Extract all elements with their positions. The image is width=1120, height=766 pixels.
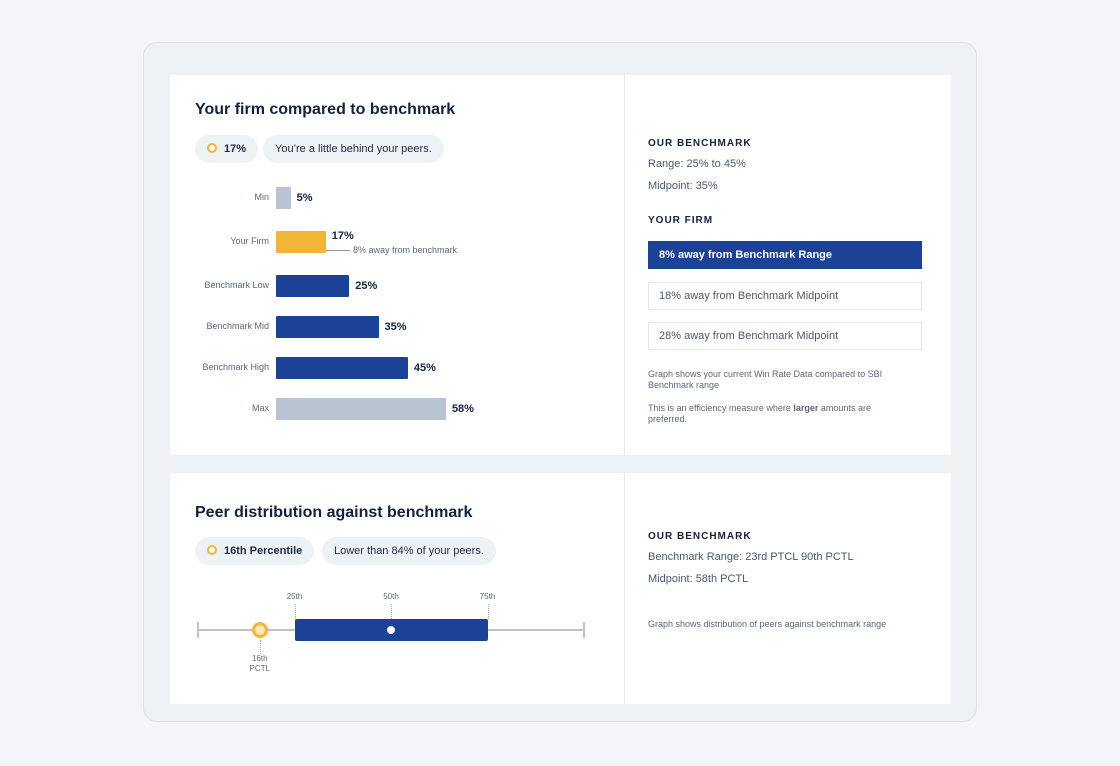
- option[interactable]: 28% away from Benchmark Midpoint: [648, 322, 922, 350]
- text: Benchmark Range: 23rd PTCL 90th PCTL: [648, 551, 854, 563]
- category-label: Your Firm: [230, 236, 269, 246]
- note-text: larger: [793, 403, 819, 413]
- text: Range: 25% to 45%: [648, 158, 746, 170]
- badge-text: Lower than 84% of your peers.: [322, 537, 496, 565]
- note: Graph shows distribution of peers agains…: [648, 619, 898, 630]
- x-tick: [294, 604, 296, 619]
- annotation: 8% away from benchmark: [353, 245, 458, 255]
- category-label: Benchmark Low: [204, 280, 269, 290]
- note-text: Graph shows your current Win Rate Data c…: [648, 369, 883, 390]
- x-tick: [487, 604, 489, 619]
- value-label: 5%: [296, 192, 313, 204]
- note: Graph shows your current Win Rate Data c…: [648, 369, 898, 391]
- bar: [276, 357, 408, 379]
- bar: [276, 316, 379, 338]
- note-text: amounts are preferred.: [648, 403, 871, 424]
- x-tick: [391, 604, 392, 619]
- value-label: 25%: [355, 280, 378, 292]
- value-label: 35%: [384, 321, 407, 333]
- badge-value: 16th Percentile: [224, 545, 303, 557]
- marker-label: 16th PCTL: [249, 654, 270, 673]
- category-label: Benchmark High: [202, 362, 269, 372]
- category-label: Min: [254, 192, 269, 202]
- x-tick-label: 50th: [383, 592, 399, 601]
- value-label: 17%: [331, 230, 354, 242]
- heading: OUR BENCHMARK: [648, 138, 752, 149]
- divider: [624, 75, 625, 455]
- panel-title: Your firm compared to benchmark: [195, 101, 456, 118]
- option[interactable]: 18% away from Benchmark Midpoint: [648, 282, 922, 310]
- note-text: Graph shows distribution of peers agains…: [648, 619, 887, 629]
- axis-end: [583, 622, 585, 638]
- badge: 16th Percentile: [195, 537, 315, 565]
- bar: [276, 231, 326, 253]
- note: This is an efficiency measure where larg…: [648, 403, 898, 425]
- category-label: Max: [251, 403, 269, 413]
- bar: [276, 398, 446, 420]
- annotation-line: [326, 250, 350, 251]
- badge-value: 17%: [224, 143, 247, 155]
- median: [387, 626, 395, 634]
- bar: [276, 275, 350, 297]
- badge-text: You’re a little behind your peers.: [263, 135, 444, 163]
- category-label: Benchmark Mid: [206, 321, 269, 331]
- axis-end: [197, 622, 199, 638]
- value-label: 45%: [413, 362, 436, 374]
- badge: 17%: [195, 135, 259, 163]
- panel-title: Peer distribution against benchmark: [195, 504, 473, 521]
- marker-stem: [259, 640, 261, 654]
- note-text: This is an efficiency measure where: [648, 403, 794, 413]
- value-label: 58%: [451, 403, 474, 415]
- heading: YOUR FIRM: [648, 215, 714, 226]
- panel: [170, 473, 951, 704]
- marker: [251, 622, 268, 638]
- x-tick-label: 75th: [479, 592, 496, 601]
- x-tick-label: 25th: [286, 592, 303, 601]
- text: Midpoint: 35%: [648, 180, 718, 192]
- bar: [276, 187, 291, 209]
- heading: OUR BENCHMARK: [648, 531, 752, 542]
- text: Midpoint: 58th PCTL: [648, 573, 749, 585]
- divider: [624, 473, 625, 704]
- option[interactable]: 8% away from Benchmark Range: [648, 241, 922, 269]
